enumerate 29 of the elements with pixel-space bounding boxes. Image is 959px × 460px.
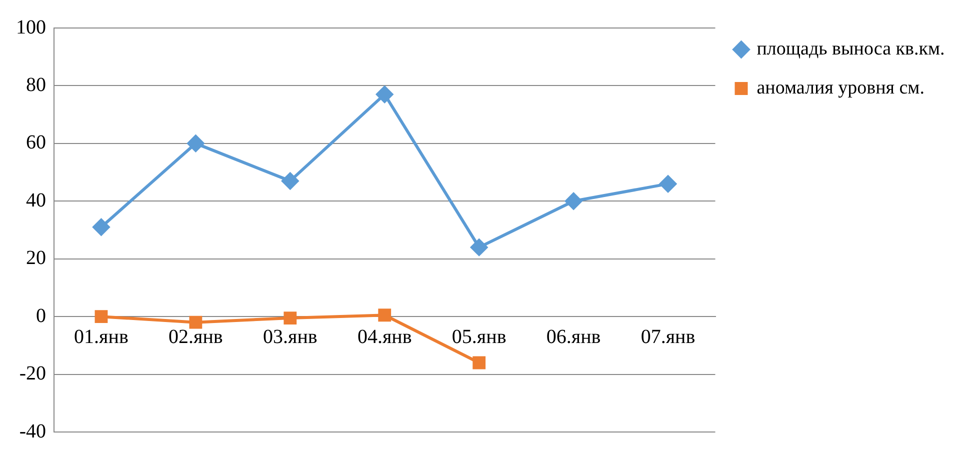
point (92, 218, 110, 236)
point (189, 316, 202, 329)
legend-label: аномалия уровня см. (756, 77, 924, 98)
point (282, 172, 299, 190)
x-tick-label: 05.янв (452, 326, 506, 348)
point (284, 312, 297, 324)
point (470, 238, 488, 256)
point (94, 310, 108, 324)
y-tick-label: 40 (26, 189, 46, 212)
x-tick-label: 03.янв (262, 326, 318, 348)
x-tick-label: 07.янв (640, 326, 696, 348)
legend-label: площадь выноса кв.км. (756, 38, 945, 60)
x-tick-label: 01.янв (74, 326, 128, 348)
x-tick-label: 04.янв (357, 326, 412, 348)
point (378, 308, 392, 322)
y-tick-label: 0 (36, 304, 46, 327)
x-tick-label: 06.янв (546, 326, 601, 348)
point (376, 86, 394, 103)
y-tick-label: -20 (19, 362, 46, 385)
y-tick-label: 60 (26, 132, 46, 154)
y-tick-label: 20 (26, 247, 46, 270)
y-tick-label: -40 (19, 420, 46, 442)
y-tick-label: 100 (16, 16, 46, 38)
x-tick-label: 02.янв (168, 326, 223, 348)
point (472, 356, 486, 370)
y-tick-label: 80 (26, 74, 46, 96)
point (187, 134, 204, 152)
point (660, 175, 677, 192)
point (565, 192, 582, 210)
